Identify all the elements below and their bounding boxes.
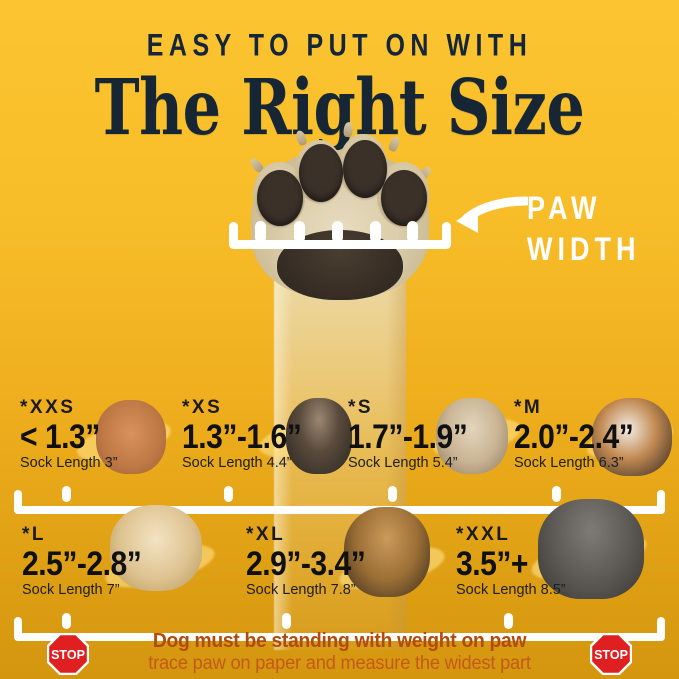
size-cell-xs[interactable]: *XS 1.3”-1.6” Sock Length 4.4” <box>182 398 305 472</box>
claw-icon <box>386 135 401 153</box>
ruler-tick <box>388 486 397 502</box>
caliper-end-left <box>229 222 238 248</box>
sock-length: Sock Length 4.4” <box>182 455 292 471</box>
sock-length: Sock Length 6.3” <box>514 455 624 471</box>
size-range: 2.0”-2.4” <box>514 416 634 457</box>
size-code: *XL <box>246 524 286 545</box>
caliper-tick <box>332 221 343 243</box>
caliper-end-right <box>442 222 451 248</box>
size-range: 1.3”-1.6” <box>182 416 302 457</box>
sock-length: Sock Length 8.5” <box>456 582 566 598</box>
footer-instructions: STOP Dog must be standing with weight on… <box>0 627 679 679</box>
size-scale-ruler-1 <box>14 486 665 514</box>
size-range: 1.7”-1.9” <box>348 416 468 457</box>
caliper-tick <box>294 221 305 243</box>
size-range: 2.9”-3.4” <box>246 543 366 584</box>
size-code: *M <box>514 397 543 418</box>
size-code: *S <box>348 397 374 418</box>
size-range: < 1.3” <box>20 416 100 457</box>
caliper-tick <box>407 221 418 243</box>
paw-width-label: PAW WIDTH <box>527 188 672 270</box>
ruler-bar <box>14 506 665 514</box>
toe-pad <box>342 140 387 198</box>
toe-pad <box>256 170 303 226</box>
dog-photo-great-dane <box>538 499 644 599</box>
size-code: *XXL <box>456 524 511 545</box>
ruler-tick <box>224 486 233 502</box>
paw-width-caliper-icon <box>229 221 451 254</box>
size-row-2: *L 2.5”-2.8” Sock Length 7” *XL 2.9”-3.4… <box>0 499 679 613</box>
claw-icon <box>342 121 354 138</box>
stop-sign-icon: STOP <box>589 632 633 676</box>
ruler-tick <box>282 613 291 629</box>
ruler-end-right <box>657 490 665 514</box>
size-cell-s[interactable]: *S 1.7”-1.9” Sock Length 5.4” <box>348 398 471 472</box>
ruler-tick <box>552 486 561 502</box>
caliper-tick <box>370 221 381 243</box>
ruler-end-right <box>657 617 665 641</box>
size-code: *L <box>22 524 46 545</box>
size-cell-xxl[interactable]: *XXL 3.5”+ Sock Length 8.5” <box>456 525 566 599</box>
size-scale-ruler-2 <box>14 613 665 641</box>
size-code: *XXS <box>20 397 76 418</box>
size-range: 3.5”+ <box>456 543 528 584</box>
dog-photo-french-bulldog <box>436 398 508 474</box>
stop-sign-icon: STOP <box>46 632 90 676</box>
size-cell-xl[interactable]: *XL 2.9”-3.4” Sock Length 7.8” <box>246 525 369 599</box>
toe-pad <box>380 170 427 226</box>
page-title: The Right Size <box>94 62 585 153</box>
svg-text:STOP: STOP <box>594 648 628 662</box>
paw-width-line2: WIDTH <box>527 231 641 268</box>
size-cell-m[interactable]: *M 2.0”-2.4” Sock Length 6.3” <box>514 398 637 472</box>
caliper-tick <box>255 221 266 243</box>
dog-paw-image <box>247 121 433 302</box>
ruler-end-left <box>14 617 22 641</box>
ruler-tick <box>62 613 71 629</box>
dog-photo-golden-retriever <box>110 505 202 591</box>
footer-line-2: trace paw on paper and measure the wides… <box>148 653 531 674</box>
dog-photo-german-shepherd <box>344 507 430 597</box>
dog-photo-chihuahua <box>96 400 166 474</box>
dog-photo-yorkshire-terrier <box>286 398 352 474</box>
sock-length: Sock Length 3” <box>20 455 118 471</box>
size-cell-l[interactable]: *L 2.5”-2.8” Sock Length 7” <box>22 525 145 599</box>
footer-line-1: Dog must be standing with weight on paw <box>152 629 527 652</box>
ruler-tick <box>62 486 71 502</box>
svg-text:STOP: STOP <box>51 648 85 662</box>
sock-length: Sock Length 7” <box>22 582 120 598</box>
size-cell-xxs[interactable]: *XXS < 1.3” Sock Length 3” <box>20 398 118 472</box>
size-row-1: *XXS < 1.3” Sock Length 3” *XS 1.3”-1.6”… <box>0 398 679 486</box>
sock-length: Sock Length 7.8” <box>246 582 356 598</box>
kicker-text: EASY TO PUT ON WITH <box>146 28 533 63</box>
size-code: *XS <box>182 397 223 418</box>
size-range: 2.5”-2.8” <box>22 543 142 584</box>
ruler-bar <box>14 633 665 641</box>
ruler-tick <box>504 613 513 629</box>
caliper-bar <box>229 240 451 249</box>
curved-left-arrow-icon <box>452 195 531 241</box>
sock-length: Sock Length 5.4” <box>348 455 458 471</box>
ruler-end-left <box>14 490 22 514</box>
paw-width-line1: PAW <box>527 190 602 227</box>
dog-photo-bernese-mountain-dog <box>592 398 672 476</box>
toe-pad <box>298 144 343 202</box>
